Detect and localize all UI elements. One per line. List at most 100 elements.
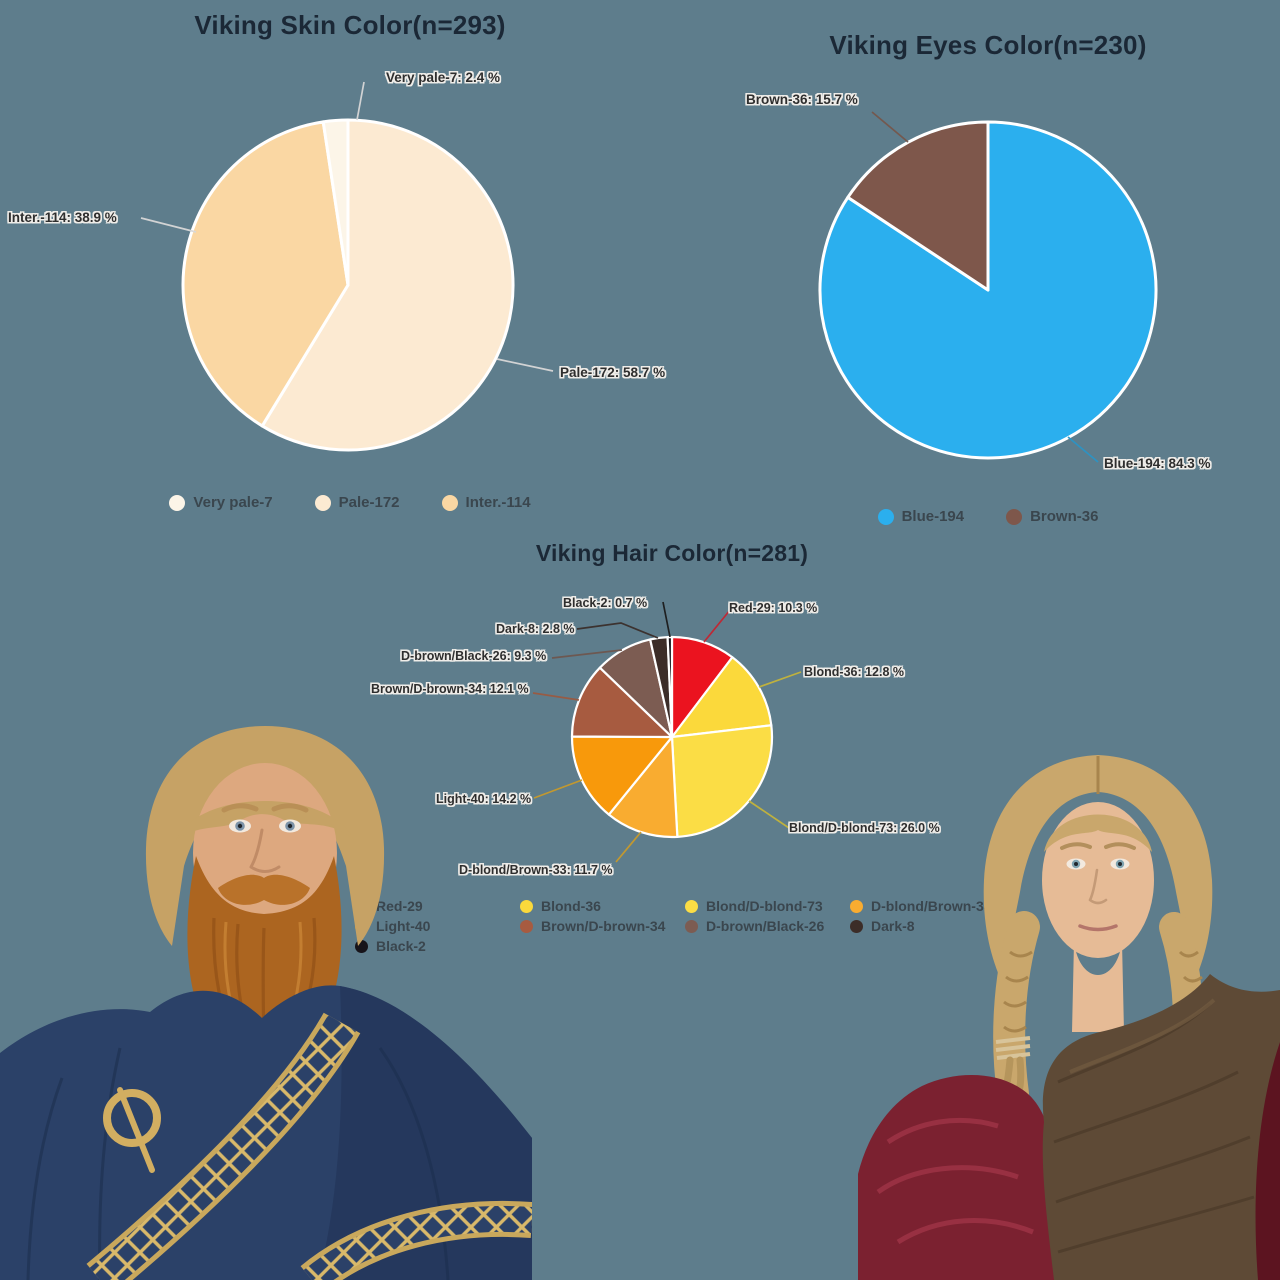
- pie-callout-dark: Dark-8: 2.8 %: [496, 622, 575, 636]
- woman-shawl-weave: [1053, 1002, 1255, 1254]
- man-fringe: [176, 801, 354, 840]
- legend-item-blue: Blue-194: [877, 508, 965, 525]
- woman-left-brow: [1060, 842, 1092, 850]
- legend-swatch-dark: [850, 919, 863, 933]
- legend-swatch-brown: [1006, 508, 1023, 525]
- pie-callout-brown: Brown-36: 15.7 %: [746, 92, 858, 107]
- woman-shawl-fold: [1069, 998, 1216, 1074]
- viking-man-photo: [0, 726, 532, 1280]
- eyes-color-pie-chart: Viking Eyes Color(n=230) Blue-194: 84.3 …: [648, 30, 1280, 560]
- legend-swatch-dblond-brown: [850, 899, 863, 913]
- man-left-pupil: [237, 823, 243, 829]
- woman-nose: [1088, 868, 1108, 905]
- hair-chart-title: Viking Hair Color(n=281): [535, 540, 809, 566]
- callout-leader-line: [748, 800, 790, 829]
- legend-swatch-dbrown-black: [685, 919, 698, 933]
- man-right-pupil: [287, 823, 293, 829]
- legend-item-dblond-brown: D-blond/Brown-33: [850, 898, 1015, 914]
- pie-slice-Very pale-7: [321, 118, 350, 287]
- viking-woman-photo: [858, 755, 1280, 1280]
- callout-leader-line: [551, 649, 623, 659]
- callout-leader-line: [532, 692, 580, 701]
- skin-pie: [140, 81, 554, 452]
- legend-item-inter: Inter.-114: [441, 494, 531, 511]
- man-hair: [145, 726, 385, 946]
- legend-swatch-brown-dbrown: [520, 919, 533, 933]
- callout-leader-line: [615, 831, 642, 863]
- pie-slice-D-blond/Brown-33: [607, 735, 679, 839]
- pie-callout-inter: Inter.-114: 38.9 %: [8, 210, 117, 225]
- pie-callout-pale: Pale-172: 58.7 %: [560, 365, 666, 380]
- man-mustache: [218, 874, 310, 905]
- callout-leader-line: [703, 609, 731, 643]
- woman-right-brow: [1104, 842, 1136, 850]
- man-right-brow: [271, 803, 309, 813]
- pie-slice-Brown-36: [846, 120, 990, 292]
- legend-swatch-blue: [877, 508, 894, 525]
- man-cloak-folds: [26, 1047, 450, 1280]
- legend-swatch-inter: [441, 494, 458, 511]
- callout-leader-line: [662, 601, 671, 638]
- legend-label: Pale-172: [338, 494, 400, 511]
- pie-slice-Blond/D-blond-73: [670, 724, 774, 838]
- woman-shawl: [1042, 974, 1280, 1280]
- legend-item-pale: Pale-172: [314, 494, 400, 511]
- callout-leader-line: [871, 111, 909, 143]
- skin-legend: Very pale-7 Pale-172 Inter.-114: [0, 494, 700, 511]
- pie-callout-very-pale: Very pale-7: 2.4 %: [386, 70, 501, 85]
- legend-label: Inter.-114: [465, 494, 531, 511]
- pie-callout-black: Black-2: 0.7 %: [563, 596, 648, 610]
- legend-swatch-pale: [314, 494, 331, 511]
- pie-callout-red: Red-29: 10.3 %: [729, 601, 818, 615]
- legend-item-blond-dblond: Blond/D-blond-73: [685, 898, 850, 914]
- callout-leader-line: [1067, 436, 1099, 463]
- man-trim-band-lattice: [89, 1015, 356, 1280]
- woman-hair: [983, 755, 1213, 982]
- hair-legend: Red-29 Blond-36 Blond/D-blond-73 D-blond…: [355, 898, 1015, 954]
- pie-callout-blond-dblond: Blond/D-blond-73: 26.0 %: [789, 821, 940, 835]
- woman-right-pupil: [1118, 862, 1122, 866]
- man-brooch-pin: [117, 1087, 155, 1173]
- skin-color-pie-chart: Viking Skin Color(n=293) Pale-172: 58.7 …: [0, 10, 700, 540]
- legend-item-dark: Dark-8: [850, 918, 1015, 934]
- legend-item-very-pale: Very pale-7: [169, 494, 273, 511]
- callout-leader-line: [576, 622, 659, 639]
- pie-callout-light: Light-40: 14.2 %: [436, 792, 532, 806]
- woman-mouth: [1078, 924, 1118, 932]
- woman-fringe: [1044, 814, 1152, 852]
- eyes-pie: [818, 111, 1158, 463]
- pie-slice-Brown/D-brown-34: [570, 666, 674, 739]
- legend-label: Very pale-7: [193, 494, 273, 511]
- pie-slice-Pale-172: [260, 118, 515, 452]
- pie-slice-Inter.-114: [181, 120, 350, 428]
- eyes-legend: Blue-194 Brown-36: [648, 508, 1280, 525]
- man-left-brow: [221, 803, 259, 813]
- pie-slice-Blond-36: [670, 656, 773, 739]
- woman-face: [1042, 802, 1154, 958]
- pie-callout-blue: Blue-194: 84.3 %: [1104, 456, 1211, 471]
- woman-left-pupil: [1074, 862, 1078, 866]
- legend-item-brown-dbrown: Brown/D-brown-34: [520, 918, 685, 934]
- callout-leader-line: [533, 779, 583, 799]
- pie-callout-dbrown-black: D-brown/Black-26: 9.3 %: [401, 649, 547, 663]
- eyes-chart-title: Viking Eyes Color(n=230): [829, 30, 1147, 60]
- woman-dress-sheen: [876, 1117, 1034, 1245]
- legend-item-brown: Brown-36: [1006, 508, 1098, 525]
- legend-swatch-blond: [520, 899, 533, 913]
- hair-color-pie-chart: Viking Hair Color(n=281) Red-29: 10.3 % …: [332, 540, 1012, 960]
- woman-neck: [1072, 942, 1124, 1032]
- pie-callout-blond: Blond-36: 12.8 %: [804, 665, 905, 679]
- woman-braid-texture: [1003, 950, 1205, 1033]
- man-trim-band2-lattice: [303, 1205, 532, 1280]
- callout-leader-line: [758, 671, 802, 688]
- man-nose: [249, 828, 281, 873]
- skin-chart-title: Viking Skin Color(n=293): [194, 10, 506, 40]
- callout-leader-line: [140, 217, 197, 233]
- legend-item-dbrown-black: D-brown/Black-26: [685, 918, 850, 934]
- pie-callout-dblond-brown: D-blond/Brown-33: 11.7 %: [459, 863, 613, 877]
- legend-label: Blue-194: [901, 508, 965, 525]
- man-beard-strands-dark: [212, 917, 317, 1059]
- legend-item-blond: Blond-36: [520, 898, 685, 914]
- hair-pie: [532, 601, 802, 863]
- legend-swatch-very-pale: [169, 494, 186, 511]
